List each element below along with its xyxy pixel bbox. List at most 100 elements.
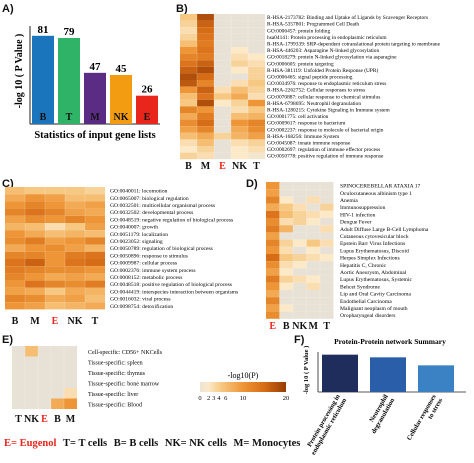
panel-c-heat-cell — [25, 237, 45, 245]
panel-e-row-label: Tissue-specific: spleen — [88, 360, 143, 367]
panel-d-heat-cell — [266, 182, 280, 190]
panel-b-heat-cell — [231, 80, 248, 87]
panel-c-heat-cell — [45, 230, 65, 238]
panel-d-heat-cell — [306, 246, 320, 254]
panel-a-bar-chart: 81 B 79 T 47 M 45 NK 26 E -log 10 ( P Value ) Stati… — [14, 24, 160, 141]
panel-d-heat-cell — [306, 311, 320, 319]
panel-b-letter: B) — [176, 3, 188, 15]
panel-e-row-label: Tissue-specific: thymus — [88, 370, 146, 377]
panel-b-heat-cell — [248, 14, 265, 21]
panel-c-heat-cell — [25, 302, 45, 310]
panel-c-row-label: GO:0051179: localization — [110, 232, 168, 238]
panel-b-heat-cell — [248, 146, 265, 153]
panel-c-heat-cell — [85, 208, 105, 216]
panel-c-heat-cell — [65, 237, 85, 245]
panel-e-heat-cell — [25, 346, 38, 357]
panel-e-column-label: T — [15, 414, 22, 425]
panel-b-heat-cell — [248, 60, 265, 67]
panel-d-heat-cell — [279, 311, 293, 319]
panel-d-heat-cell — [279, 218, 293, 226]
panel-d-row-label: Lip and Oral Cavity Carcinoma — [340, 292, 411, 298]
panel-d-column-label: M — [309, 321, 319, 332]
panel-c-heat-cell — [45, 201, 65, 209]
panel-b-heat-cell — [214, 86, 231, 94]
panel-d-heat-cell — [266, 275, 280, 283]
panel-b-heat-cell — [180, 86, 197, 94]
panel-a-letter: A) — [2, 3, 14, 15]
panel-b-heat-cell — [197, 60, 214, 67]
panel-c-heat-cell — [5, 201, 25, 209]
panel-c-heat-cell — [85, 244, 105, 252]
panel-d-heat-cell — [306, 225, 320, 233]
panel-c-heat-cell — [45, 208, 65, 216]
panel-b-row-label: R-HSA-5357801: Programmed Cell Death — [267, 22, 359, 28]
panel-e-heat-cell — [64, 377, 77, 388]
panel-b-heat-cell — [231, 113, 248, 120]
panel-d-heat-cell — [266, 261, 280, 269]
panel-b-heat-cell — [248, 40, 265, 47]
panel-d-row-label: Epstein Barr Virus Infections — [340, 240, 405, 247]
panel-e-column-label: NK — [24, 414, 39, 425]
panel-d-heat-cell — [306, 182, 320, 190]
panel-b-row-label: GO:0006465: signal peptide processing — [267, 75, 353, 81]
panel-b-row-label: R-HSA-2262752: Cellular responses to str… — [267, 88, 365, 94]
panel-d-heat-cell — [279, 282, 293, 290]
panel-b-row-label: GO:0045087: innate immune response — [267, 141, 351, 147]
panel-b-heat-cell — [248, 80, 265, 87]
panel-d-heat-cell — [306, 304, 320, 312]
panel-e-heat-cell — [12, 356, 25, 367]
panel-d-heat-cell — [306, 268, 320, 276]
panel-b-heat-cell — [248, 86, 265, 94]
panel-d-heat-cell — [320, 304, 334, 312]
panel-b-heat-cell — [214, 93, 231, 100]
panel-f-category-label: Neutrophildegranulation — [364, 393, 397, 435]
panel-b-heat-cell — [197, 66, 214, 74]
panel-e-column-label: M — [66, 414, 76, 425]
panel-d-heat-cell — [266, 304, 280, 312]
panel-d-heat-cell — [266, 232, 280, 240]
panel-b-heat-cell — [214, 73, 231, 80]
panel-c-row-label: GO:0050896: response to stimulus — [110, 253, 188, 259]
panel-d-column-label: E — [269, 321, 276, 332]
panel-b-heat-cell — [197, 73, 214, 80]
panel-c-heat-cell — [25, 295, 45, 303]
panel-e-heat-cell — [51, 356, 64, 367]
panel-c-heat-cell — [45, 302, 65, 310]
panel-c-heat-cell — [65, 194, 85, 202]
panel-b-heat-cell — [248, 132, 265, 140]
panel-a-bar-value: 79 — [64, 26, 76, 38]
panel-d-heat-cell — [279, 297, 293, 305]
panel-b-heat-cell — [197, 20, 214, 28]
panel-a-category-label: NK — [114, 112, 129, 123]
panel-d-heat-cell — [279, 203, 293, 211]
panel-b-heat-cell — [180, 119, 197, 127]
panel-c-row-label: GO:0040007: growth — [110, 225, 158, 231]
panel-c-heat-cell — [5, 230, 25, 238]
panel-b-heat-cell — [231, 139, 248, 146]
panel-c-column-label: E — [52, 316, 59, 327]
panel-d-heat-cell — [279, 254, 293, 262]
panel-c-heat-cell — [5, 295, 25, 303]
panel-c-heat-cell — [5, 244, 25, 252]
panel-d-heat-cell — [306, 210, 320, 218]
panel-d-heat-cell — [320, 254, 334, 262]
panel-b-heat-cell — [214, 106, 231, 113]
panel-b-heat-cell — [248, 113, 265, 120]
panel-b-heat-cell — [231, 86, 248, 94]
panel-b-column-label: B — [185, 161, 192, 172]
panel-b-row-label: GO:0070887: cellular response to chemica… — [267, 94, 380, 100]
panel-c-heat-cell — [5, 287, 25, 295]
panel-d-heat-cell — [293, 304, 307, 312]
panel-b-heat-cell — [214, 66, 231, 74]
panel-c-heat-cell — [85, 273, 105, 281]
panel-e-row-label: Cell-specific: CD56+ NKCells — [88, 349, 163, 356]
panel-c-heat-cell — [65, 244, 85, 252]
panel-a-bar-value: 47 — [90, 61, 102, 73]
panel-e-row-label: Tissue-specific: bone marrow — [88, 381, 160, 388]
panel-c-heat-cell — [45, 273, 65, 281]
panel-e-heat-cell — [51, 398, 64, 409]
panel-c-heat-cell — [25, 194, 45, 202]
panel-d-heat-cell — [293, 261, 307, 269]
panel-b-row-label: R-HSA-168256: Immune System — [267, 134, 340, 140]
